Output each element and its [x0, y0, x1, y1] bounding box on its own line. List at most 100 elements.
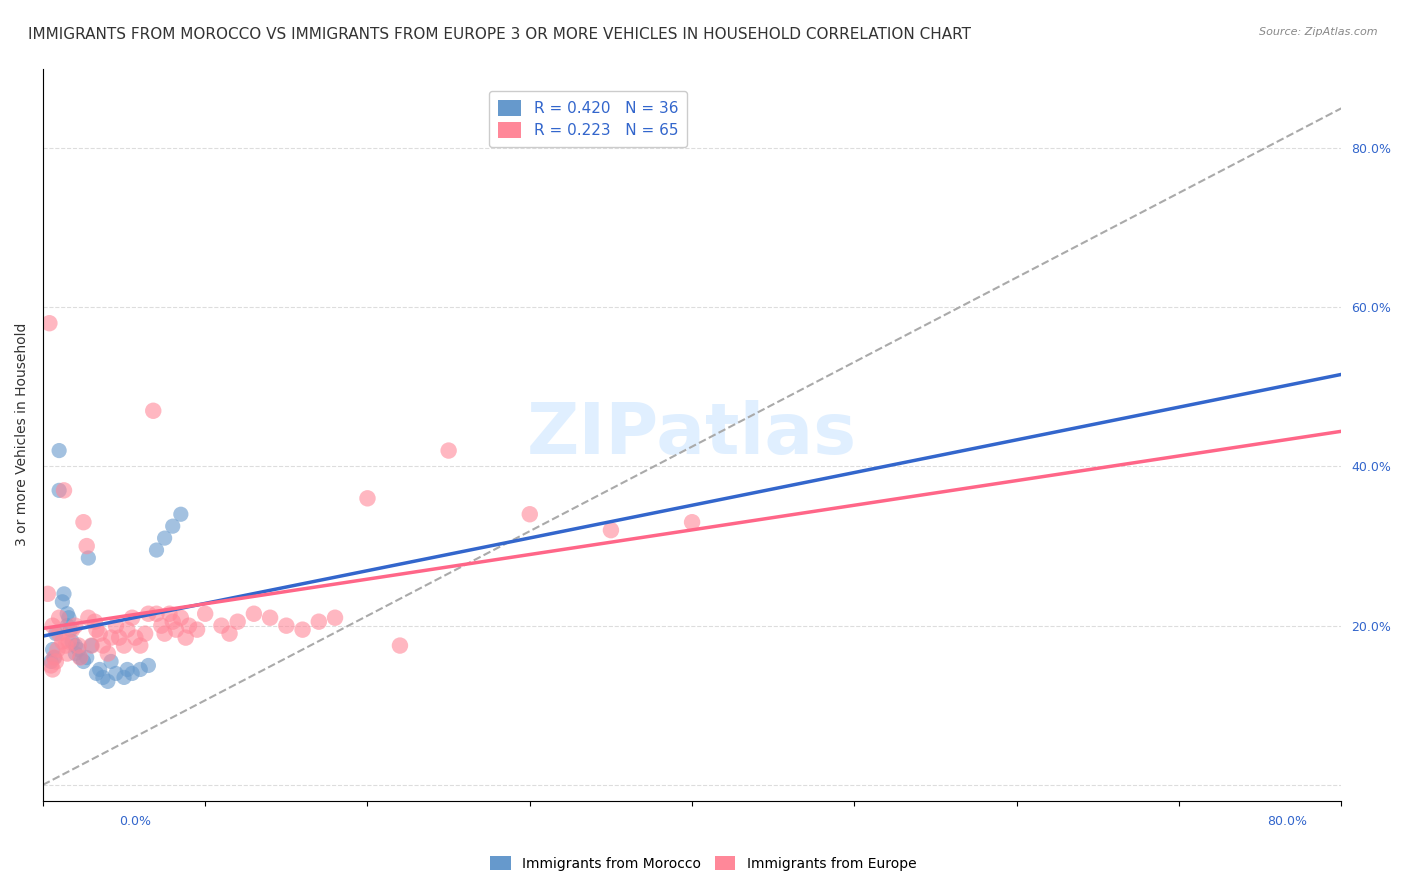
Point [55, 639, 77, 653]
Point [259, 611, 281, 625]
Point [77, 611, 100, 625]
Point [39, 655, 62, 669]
Point [681, 515, 703, 529]
Point [145, 607, 167, 621]
Point [194, 607, 217, 621]
Point [138, 658, 160, 673]
Point [69, 650, 91, 665]
Point [600, 523, 623, 537]
Point [117, 663, 139, 677]
Point [124, 631, 146, 645]
Point [41, 642, 63, 657]
Point [165, 623, 187, 637]
Point [388, 639, 411, 653]
Point [97, 674, 120, 689]
Point [69, 650, 91, 665]
Text: 80.0%: 80.0% [1268, 815, 1308, 828]
Text: Source: ZipAtlas.com: Source: ZipAtlas.com [1260, 27, 1378, 37]
Y-axis label: 3 or more Vehicles in Household: 3 or more Vehicles in Household [15, 323, 30, 546]
Point [48, 483, 70, 498]
Legend: R = 0.420   N = 36, R = 0.223   N = 65: R = 0.420 N = 36, R = 0.223 N = 65 [489, 91, 688, 147]
Point [519, 508, 541, 522]
Point [56, 607, 79, 621]
Point [72, 515, 94, 529]
Point [121, 666, 143, 681]
Point [56, 618, 79, 632]
Point [65, 639, 87, 653]
Point [104, 618, 127, 632]
Point [65, 647, 87, 661]
Point [77, 551, 100, 566]
Point [48, 611, 70, 625]
Point [67, 639, 90, 653]
Point [226, 615, 249, 629]
Point [44, 650, 66, 665]
Point [97, 647, 120, 661]
Point [91, 670, 114, 684]
Point [76, 539, 98, 553]
Point [48, 443, 70, 458]
Point [323, 611, 346, 625]
Point [100, 655, 122, 669]
Point [174, 631, 197, 645]
Point [60, 634, 83, 648]
Point [117, 623, 139, 637]
Point [46, 642, 69, 657]
Point [51, 634, 73, 648]
Point [48, 626, 70, 640]
Point [67, 642, 90, 657]
Point [86, 666, 108, 681]
Point [121, 611, 143, 625]
Point [150, 618, 173, 632]
Point [45, 655, 67, 669]
Point [39, 658, 62, 673]
Point [153, 626, 176, 640]
Point [104, 666, 127, 681]
Point [89, 626, 111, 640]
Point [243, 607, 266, 621]
Point [91, 639, 114, 653]
Point [162, 519, 184, 533]
Point [276, 618, 298, 632]
Point [86, 623, 108, 637]
Point [58, 634, 80, 648]
Point [37, 587, 59, 601]
Point [142, 404, 165, 418]
Point [291, 623, 314, 637]
Point [170, 611, 193, 625]
Point [76, 650, 98, 665]
Point [80, 639, 103, 653]
Point [83, 615, 105, 629]
Point [138, 607, 160, 621]
Point [59, 623, 82, 637]
Point [100, 631, 122, 645]
Point [170, 508, 193, 522]
Point [38, 316, 60, 330]
Point [437, 443, 460, 458]
Point [112, 670, 135, 684]
Point [51, 595, 73, 609]
Point [308, 615, 330, 629]
Point [65, 618, 87, 632]
Point [209, 618, 232, 632]
Point [129, 639, 152, 653]
Point [72, 655, 94, 669]
Point [41, 618, 63, 632]
Text: ZIPatlas: ZIPatlas [527, 401, 858, 469]
Point [177, 618, 200, 632]
Point [129, 663, 152, 677]
Point [186, 623, 208, 637]
Point [153, 531, 176, 545]
Point [108, 631, 131, 645]
Point [134, 626, 156, 640]
Point [58, 611, 80, 625]
Point [162, 615, 184, 629]
Point [56, 647, 79, 661]
Point [41, 663, 63, 677]
Point [80, 639, 103, 653]
Point [112, 639, 135, 653]
Point [89, 663, 111, 677]
Point [53, 483, 76, 498]
Point [44, 650, 66, 665]
Point [356, 491, 378, 506]
